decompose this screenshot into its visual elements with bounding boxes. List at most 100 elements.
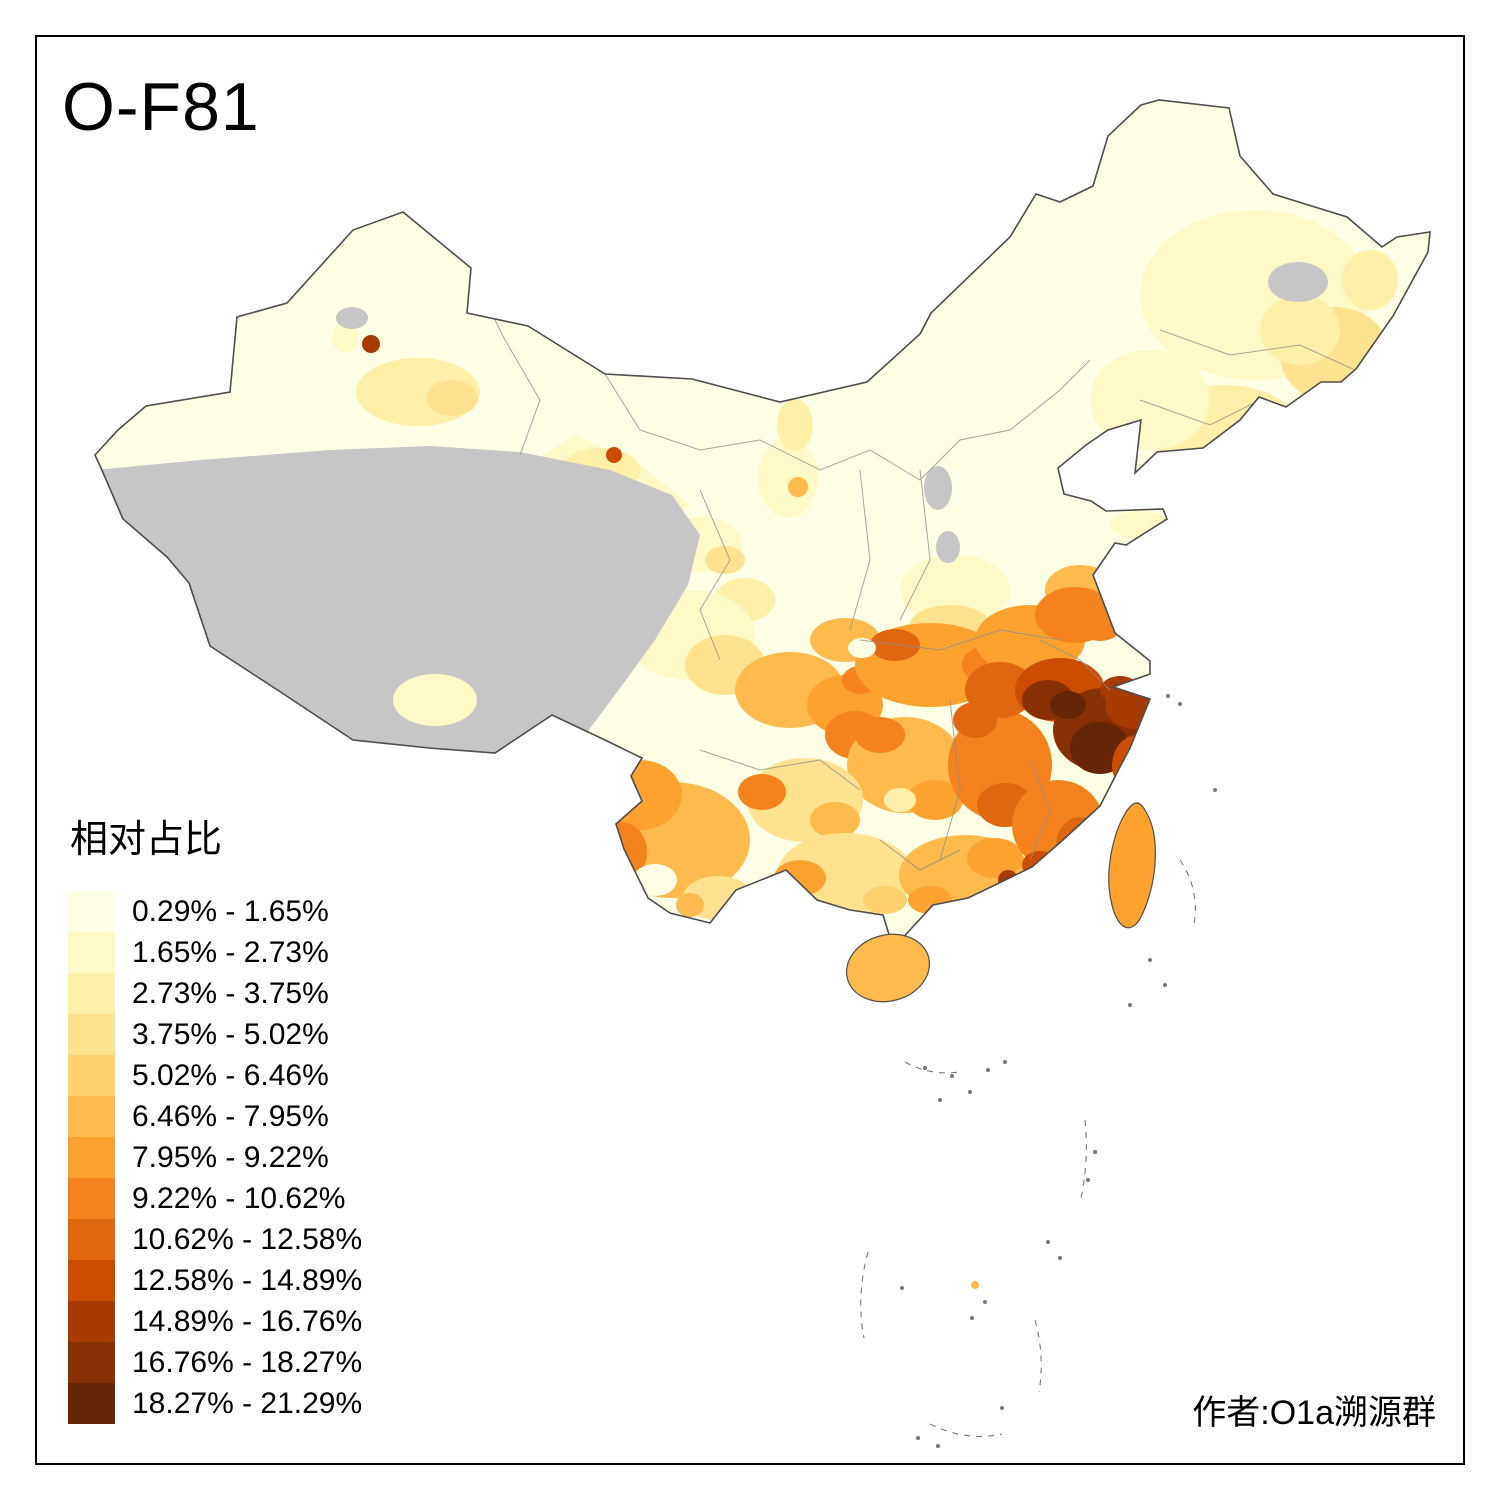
legend-item: 14.89% - 16.76% xyxy=(68,1301,362,1342)
region-wuzhong-spot xyxy=(788,477,808,497)
region-beijing-na xyxy=(936,531,960,563)
legend-item: 1.65% - 2.73% xyxy=(68,932,362,973)
islet-dot xyxy=(1128,1003,1132,1007)
legend-swatch xyxy=(68,1383,115,1424)
region-north-hunan xyxy=(855,717,905,753)
islet-dot xyxy=(1003,1060,1007,1064)
islet-dot xyxy=(983,1300,987,1304)
islet-dot xyxy=(950,1074,954,1078)
legend-item: 5.02% - 6.46% xyxy=(68,1055,362,1096)
legend-label: 10.62% - 12.58% xyxy=(132,1222,363,1256)
region-chaoshan-hotspot xyxy=(998,870,1018,890)
region-hainan xyxy=(845,933,931,1003)
islet-dot xyxy=(936,1444,940,1448)
region-henan xyxy=(900,555,1010,625)
reef-outline xyxy=(904,1061,961,1074)
region-ningxia xyxy=(758,438,818,518)
islet-dot xyxy=(986,1068,990,1072)
legend-swatch xyxy=(68,1096,115,1137)
border-fujian-jiangxi xyxy=(1029,759,1051,861)
region-east-guangdong xyxy=(967,838,1023,878)
legend-swatch xyxy=(68,1178,115,1219)
legend-swatch xyxy=(68,1014,115,1055)
legend-label: 0.29% - 1.65% xyxy=(132,894,329,928)
region-ne-border xyxy=(1342,250,1398,310)
islet-dot xyxy=(1166,694,1170,698)
region-jiayuguan-hotspot xyxy=(606,447,622,463)
legend-swatch xyxy=(68,973,115,1014)
islet-dot xyxy=(1148,958,1152,962)
south-china-sea-marks xyxy=(860,694,1217,1448)
region-south-hunan xyxy=(907,780,963,820)
legend-item: 3.75% - 5.02% xyxy=(68,1014,362,1055)
legend-label: 1.65% - 2.73% xyxy=(132,935,329,969)
legend-swatch xyxy=(68,891,115,932)
legend-item: 10.62% - 12.58% xyxy=(68,1219,362,1260)
legend-item: 6.46% - 7.95% xyxy=(68,1096,362,1137)
region-pearl-delta xyxy=(908,886,952,914)
region-jilin xyxy=(1260,295,1340,365)
region-coastal-zhejiang xyxy=(1112,735,1164,795)
region-west-guizhou xyxy=(738,774,786,810)
region-west-hubei xyxy=(870,629,920,661)
islet-dot xyxy=(900,1286,904,1290)
legend-title: 相对占比 xyxy=(70,819,223,861)
region-shihezi xyxy=(332,323,358,353)
legend-items: 0.29% - 1.65% 1.65% - 2.73% 2.73% - 3.75% 3… xyxy=(68,891,362,1424)
region-ne-na xyxy=(1268,262,1328,302)
legend-swatch xyxy=(68,1055,115,1096)
legend-swatch xyxy=(68,1260,115,1301)
reef-outline xyxy=(1034,1319,1042,1393)
legend-item: 0.29% - 1.65% xyxy=(68,891,362,932)
islet-colored xyxy=(971,1281,979,1289)
islet-dot xyxy=(1046,1240,1050,1244)
border-jilin-liaoning xyxy=(1139,399,1261,426)
legend-swatch xyxy=(68,932,115,973)
reef-outline xyxy=(860,1251,869,1339)
islet-dot xyxy=(938,1098,942,1102)
region-north-xinjiang-hotspot xyxy=(362,335,380,353)
reef-outline xyxy=(929,1423,1003,1437)
region-west-zhejiang-darkest xyxy=(1050,691,1086,719)
region-xishuangbanna xyxy=(676,893,704,917)
reef-outline xyxy=(1080,1119,1087,1199)
islet-dot xyxy=(1086,1178,1090,1182)
legend-item: 2.73% - 3.75% xyxy=(68,973,362,1014)
border-guangdong-guangxi xyxy=(879,839,961,871)
region-south-guangxi xyxy=(863,886,907,914)
legend-label: 16.76% - 18.27% xyxy=(132,1345,363,1379)
region-north-xinjiang-na xyxy=(336,307,368,329)
legend-item: 16.76% - 18.27% xyxy=(68,1342,362,1383)
region-hunan-pale xyxy=(884,788,916,812)
legend-label: 5.02% - 6.46% xyxy=(132,1058,329,1092)
legend-label: 2.73% - 3.75% xyxy=(132,976,329,1010)
region-taiwan xyxy=(1108,802,1156,929)
region-lhasa-pale xyxy=(393,674,477,726)
region-south-fujian xyxy=(1022,851,1058,879)
islet-dot xyxy=(1213,788,1217,792)
legend: 相对占比 0.29% - 1.65% 1.65% - 2.73% 2.73% - 3… xyxy=(68,808,362,1424)
legend-label: 3.75% - 5.02% xyxy=(132,1017,329,1051)
author-credit: 作者:O1a溯源群 xyxy=(1192,1394,1436,1432)
islet-dot xyxy=(1058,1256,1062,1260)
border-shanxi-hebei xyxy=(899,469,931,621)
region-west-anhui xyxy=(965,662,1035,718)
legend-label: 18.27% - 21.29% xyxy=(132,1386,363,1420)
legend-item: 18.27% - 21.29% xyxy=(68,1383,362,1424)
region-shennongjia xyxy=(848,638,876,658)
region-west-guangxi xyxy=(774,860,826,896)
islet-dot xyxy=(970,1316,974,1320)
region-yunnan-pale xyxy=(633,864,677,896)
region-north-ningxia xyxy=(777,399,813,451)
region-turpan xyxy=(426,380,478,416)
region-shandong-peninsula xyxy=(1110,511,1170,539)
legend-label: 9.22% - 10.62% xyxy=(132,1181,346,1215)
islet-dot xyxy=(1163,983,1167,987)
islet-dot xyxy=(968,1090,972,1094)
border-heilongjiang-jilin xyxy=(1159,329,1356,371)
islet-dot xyxy=(1093,1150,1097,1154)
legend-swatch xyxy=(68,1137,115,1178)
reef-outline xyxy=(1179,859,1196,925)
islet-dot xyxy=(1000,1406,1004,1410)
